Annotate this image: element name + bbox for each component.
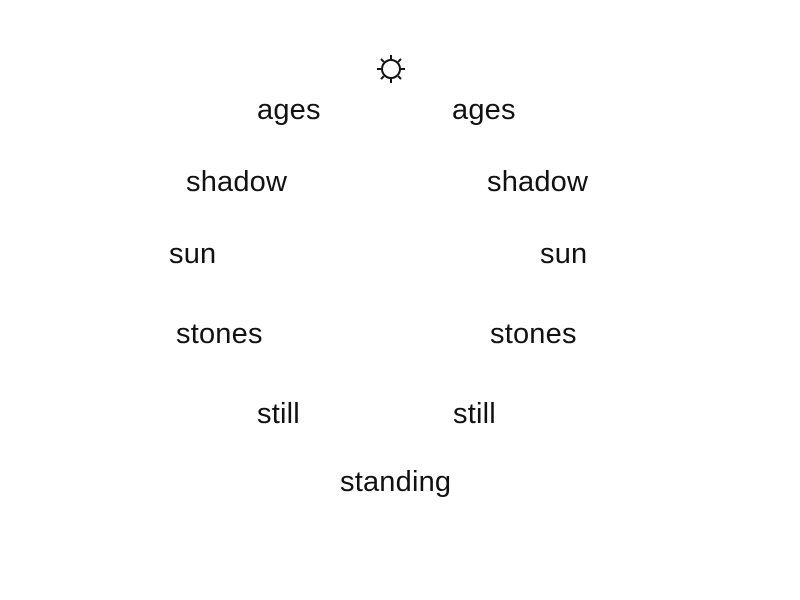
left-word-sun: sun	[169, 238, 217, 270]
right-word-ages: ages	[452, 94, 516, 126]
right-word-shadow: shadow	[487, 166, 589, 198]
sun-icon	[374, 52, 408, 86]
left-word-still: still	[257, 398, 300, 430]
bottom-word-standing: standing	[340, 466, 452, 498]
left-word-shadow: shadow	[186, 166, 288, 198]
left-word-ages: ages	[257, 94, 321, 126]
right-word-stones: stones	[490, 318, 577, 350]
right-word-sun: sun	[540, 238, 588, 270]
right-word-still: still	[453, 398, 496, 430]
left-word-stones: stones	[176, 318, 263, 350]
